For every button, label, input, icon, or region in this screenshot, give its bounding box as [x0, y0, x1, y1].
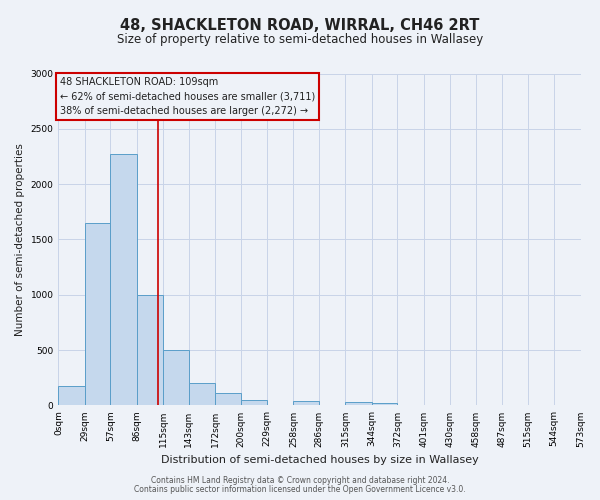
Text: Contains public sector information licensed under the Open Government Licence v3: Contains public sector information licen…	[134, 485, 466, 494]
Bar	[346, 402, 372, 406]
Bar	[215, 394, 241, 406]
Bar	[58, 386, 85, 406]
X-axis label: Distribution of semi-detached houses by size in Wallasey: Distribution of semi-detached houses by …	[161, 455, 478, 465]
Bar	[137, 295, 163, 406]
Bar	[241, 400, 267, 406]
Bar	[110, 154, 137, 406]
Bar	[293, 401, 319, 406]
Y-axis label: Number of semi-detached properties: Number of semi-detached properties	[15, 143, 25, 336]
Bar	[85, 223, 110, 406]
Bar	[189, 384, 215, 406]
Text: 48, SHACKLETON ROAD, WIRRAL, CH46 2RT: 48, SHACKLETON ROAD, WIRRAL, CH46 2RT	[121, 18, 479, 32]
Bar	[163, 350, 189, 406]
Text: Contains HM Land Registry data © Crown copyright and database right 2024.: Contains HM Land Registry data © Crown c…	[151, 476, 449, 485]
Text: 48 SHACKLETON ROAD: 109sqm
← 62% of semi-detached houses are smaller (3,711)
38%: 48 SHACKLETON ROAD: 109sqm ← 62% of semi…	[60, 77, 316, 116]
Bar	[372, 403, 397, 406]
Text: Size of property relative to semi-detached houses in Wallasey: Size of property relative to semi-detach…	[117, 32, 483, 46]
